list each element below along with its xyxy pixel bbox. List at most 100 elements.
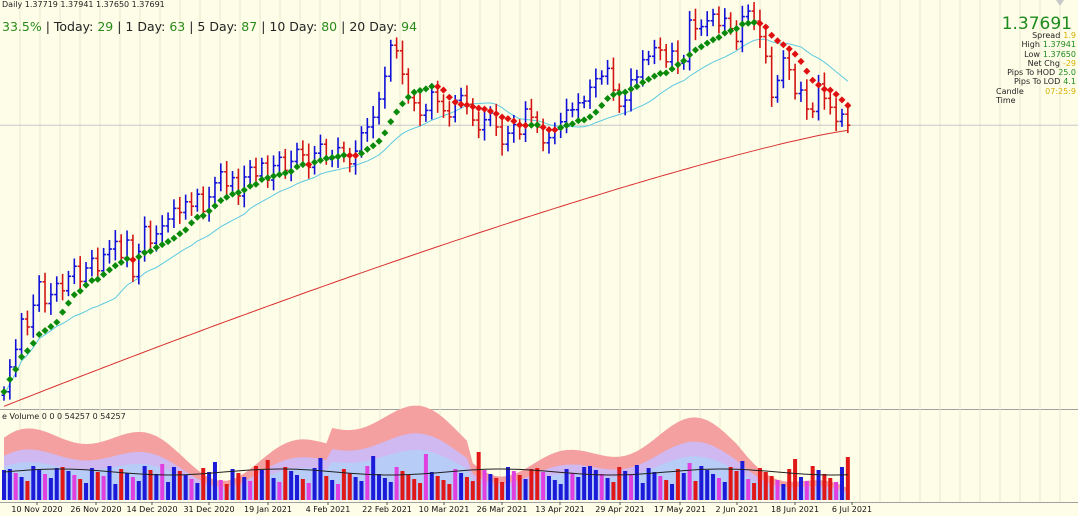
volume-bar — [629, 475, 634, 500]
ma-fast-dot-up — [387, 118, 395, 126]
x-tick-label: 26 Mar 2021 — [476, 505, 528, 514]
volume-bar — [60, 467, 65, 500]
volume-bar — [763, 472, 768, 500]
ma-fast-dot-down — [434, 83, 442, 91]
info-value: 4.1 — [1063, 77, 1076, 87]
ma-fast-dot-up — [334, 153, 342, 161]
volume-bar — [611, 482, 616, 500]
ma-fast-dot-down — [832, 90, 840, 98]
volume-bar — [125, 473, 130, 500]
separator: | — [45, 19, 54, 34]
x-tick-label: 29 Apr 2021 — [595, 505, 645, 514]
ma-fast-dot-down — [803, 67, 811, 75]
ma-fast-dot-up — [170, 234, 178, 242]
volume-bar — [101, 476, 106, 500]
ma-fast-dot-up — [146, 247, 155, 255]
info-row: High 1.37941 — [996, 40, 1076, 49]
volume-bar — [136, 481, 141, 500]
volume-bar — [113, 484, 118, 500]
ma-fast-dot-up — [211, 202, 219, 210]
volume-bar — [236, 473, 241, 500]
info-key: Net Chg — [1027, 58, 1060, 68]
volume-bar — [740, 461, 745, 500]
ma-fast-dot-down — [820, 85, 828, 93]
pct-value: 33.5% — [2, 19, 42, 34]
ma-fast-dot-up — [691, 46, 700, 54]
x-tick-label: 2 Jun 2021 — [715, 505, 759, 514]
volume-bar — [359, 481, 364, 500]
volume-bar — [306, 483, 311, 500]
ma-fast-dot-up — [275, 171, 283, 179]
volume-bar — [517, 475, 522, 500]
ma-fast-dot-down — [480, 105, 489, 113]
volume-bar — [336, 484, 341, 500]
volume-bar — [25, 481, 30, 500]
volume-bar — [845, 457, 850, 500]
volume-bar — [775, 480, 780, 500]
ma-fast-dot-up — [205, 207, 213, 215]
volume-bar — [377, 474, 382, 500]
ma-fast-dot-up — [662, 69, 670, 77]
volume-bar — [195, 483, 200, 500]
ma-fast-dot-down — [826, 86, 834, 94]
volume-bar — [441, 480, 446, 500]
volume-bar — [177, 471, 182, 500]
volume-bar — [283, 467, 288, 500]
volume-bar — [259, 470, 264, 500]
volume-bar — [107, 466, 112, 500]
chevron-down-icon[interactable] — [1056, 0, 1064, 6]
volume-bar — [406, 475, 411, 500]
volume-bar — [494, 478, 499, 500]
ma-fast-dot-up — [686, 51, 694, 59]
volume-bar — [552, 480, 557, 500]
volume-bar — [95, 472, 100, 500]
info-key: Pips To HOD — [1007, 68, 1056, 78]
stat-today-label: Today: — [53, 19, 94, 34]
volume-bar — [154, 474, 159, 500]
ma-fast-dot-up — [416, 87, 424, 95]
stat-20day-value: 94 — [401, 19, 418, 34]
volume-bar — [541, 472, 546, 500]
volume-bar — [617, 467, 622, 500]
info-key: Pips To LOD — [1014, 77, 1061, 87]
volume-bar — [687, 463, 692, 500]
volume-bar — [459, 473, 464, 500]
ma-fast-dot-down — [445, 93, 453, 101]
ma-fast-dot-down — [785, 45, 793, 53]
volume-bar — [48, 478, 53, 500]
ma-fast-dot-up — [316, 156, 324, 164]
ma-fast-dot-up — [199, 212, 207, 220]
info-value: 07:25:9 — [1045, 86, 1076, 96]
volume-bar — [500, 482, 505, 500]
volume-bar — [37, 470, 42, 500]
volume-bar — [388, 482, 393, 500]
ma-fast-dot-up — [117, 258, 125, 266]
info-value: 1.37941 — [1042, 40, 1076, 50]
info-key: Candle Time — [996, 86, 1024, 106]
volume-bar — [652, 472, 657, 500]
volume-bar — [341, 469, 346, 500]
ma-fast-dot-up — [35, 330, 43, 338]
volume-bar — [212, 462, 217, 500]
ma-fast-dot-up — [375, 137, 383, 145]
volume-bar — [769, 476, 774, 500]
ma-fast-dot-up — [527, 121, 535, 129]
volume-bar — [453, 469, 458, 500]
volume-bar — [394, 467, 399, 500]
stat-20day-label: 20 Day: — [349, 19, 398, 34]
ma-fast-dot-up — [234, 188, 242, 197]
volume-bar — [277, 482, 282, 500]
volume-bar — [722, 482, 727, 500]
volume-bar — [13, 473, 18, 500]
ma-fast-dot-up — [281, 169, 289, 177]
volume-bar — [289, 471, 294, 500]
ma-fast-dot-up — [311, 158, 319, 166]
x-tick-label: 10 Mar 2021 — [418, 505, 470, 514]
volume-bar — [54, 468, 59, 500]
pip-range-bar: 33.5% | Today: 29 | 1 Day: 63 | 5 Day: 8… — [2, 19, 417, 34]
volume-bar — [423, 454, 428, 500]
ma-fast-dot-up — [727, 27, 735, 35]
volume-bar — [43, 474, 48, 500]
ma-fast-dot-down — [492, 110, 500, 118]
